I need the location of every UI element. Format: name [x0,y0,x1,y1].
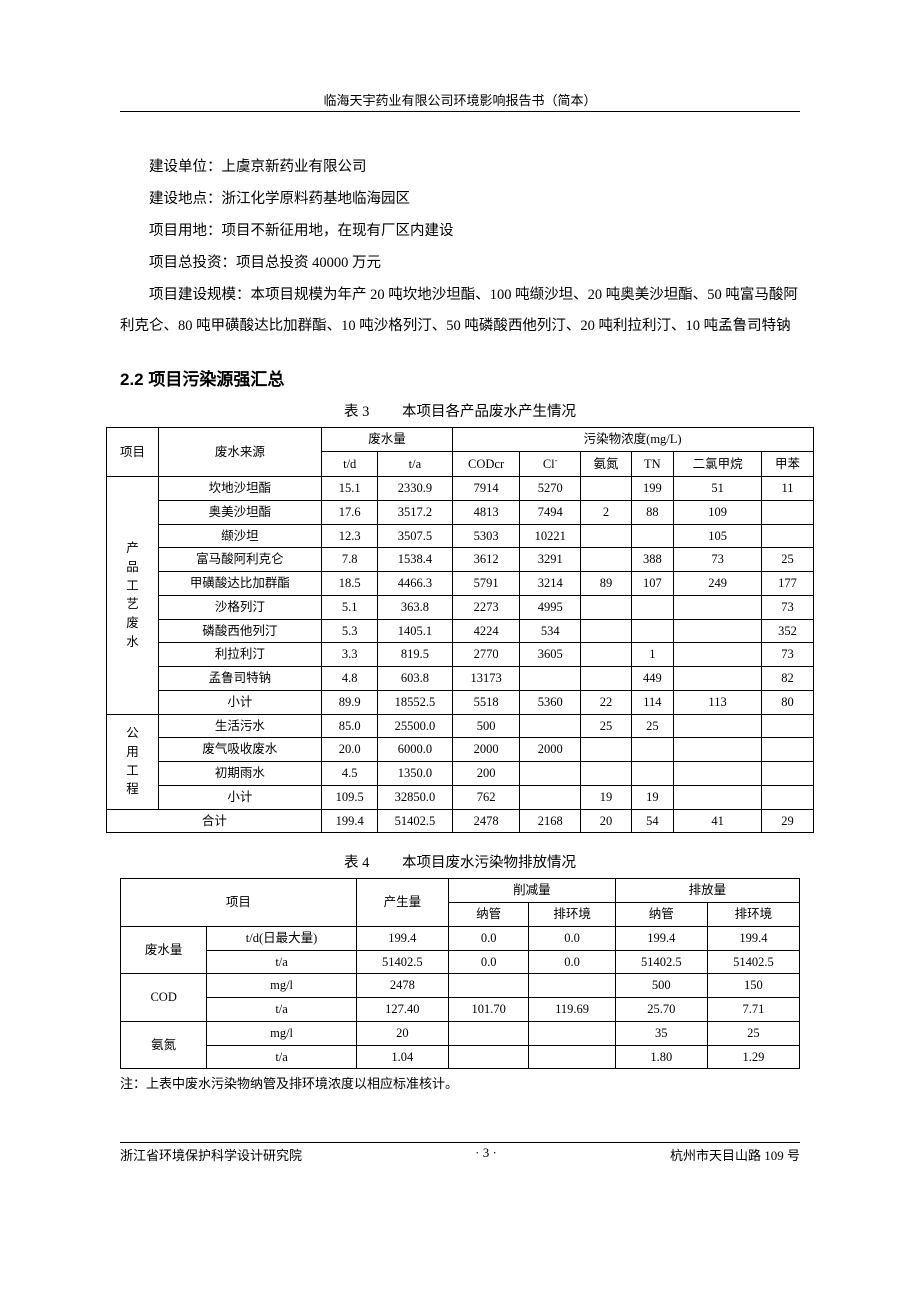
table-row: COD mg/l2478500150 [121,974,800,998]
th-ta: t/a [378,452,453,477]
info-line-4: 项目总投资：项目总投资 40000 万元 [120,248,800,280]
th-produce: 产生量 [356,879,448,927]
row-total: 合计 [107,809,322,833]
footer-left: 浙江省环境保护科学设计研究院 [120,1145,302,1164]
table-row: 合计 199.451402.52478216820544129 [107,809,813,833]
table-row: 氨氮 mg/l203525 [121,1021,800,1045]
table4-number: 表 4 [344,851,369,872]
th-tn: TN [632,452,674,477]
info-line-2: 建设地点：浙江化学原料药基地临海园区 [120,184,800,216]
th-project: 项目 [107,428,158,477]
table-row: 废气吸收废水20.06000.020002000 [107,738,813,762]
table-row: 磷酸西他列汀5.31405.14224534352 [107,619,813,643]
footer-right: 杭州市天目山路 109 号 [670,1145,800,1164]
table-row: 初期雨水4.51350.0200 [107,762,813,786]
group-product: 产品工艺废水 [107,477,158,715]
th-volume: 废水量 [322,428,452,452]
info-line-1: 建设单位：上虞京新药业有限公司 [120,152,800,184]
th-dcm: 二氯甲烷 [673,452,762,477]
footer-page-number: · 3 · [475,1145,497,1164]
table-row: 孟鲁司特钠4.8603.81317344982 [107,667,813,691]
table-row: 沙格列汀5.1363.82273499573 [107,595,813,619]
th-tol: 甲苯 [762,452,813,477]
table-row: t/a1.041.801.29 [121,1045,800,1069]
table3-number: 表 3 [344,400,369,421]
table-row: 产品工艺废水 坎地沙坦酯15.12330.9791452701995111 [107,477,813,501]
table-row: 小计89.918552.5551853602211411380 [107,690,813,714]
table-row: 奥美沙坦酯17.63517.248137494288109 [107,500,813,524]
th-source: 废水来源 [158,428,322,477]
group-volume: 废水量 [121,926,207,974]
table3-title: 本项目各产品废水产生情况 [402,404,576,420]
table4-caption: 表 4 本项目废水污染物排放情况 [120,851,800,872]
group-nh3n: 氨氮 [121,1021,207,1069]
table-row: 缬沙坦12.33507.5530310221105 [107,524,813,548]
group-cod: COD [121,974,207,1022]
table-row: 富马酸阿利克仑7.81538.4361232913887325 [107,548,813,572]
table-row: 甲磺酸达比加群酯18.54466.35791321489107249177 [107,572,813,596]
table3-caption: 表 3 本项目各产品废水产生情况 [120,400,800,421]
table4-title: 本项目废水污染物排放情况 [402,855,576,871]
table-row: t/a127.40101.70119.6925.707.71 [121,998,800,1022]
th-reduce: 削减量 [448,879,615,903]
page-footer: 浙江省环境保护科学设计研究院 · 3 · 杭州市天目山路 109 号 [120,1142,800,1164]
table-row: 小计109.532850.07621919 [107,785,813,809]
table-row: 项目 产生量 削减量 排放量 [121,879,800,903]
group-public: 公用工程 [107,714,158,809]
table-row: t/a51402.50.00.051402.551402.5 [121,950,800,974]
table4-note: 注：上表中废水污染物纳管及排环境浓度以相应标准核计。 [120,1073,800,1092]
info-paragraph: 项目建设规模：本项目规模为年产 20 吨坎地沙坦酯、100 吨缬沙坦、20 吨奥… [120,280,800,344]
th-nh3n: 氨氮 [580,452,631,477]
table3: 项目 废水来源 废水量 污染物浓度(mg/L) t/d t/a CODcr Cl… [106,427,813,833]
th-project: 项目 [121,879,357,927]
table-row: 废水量 t/d(日最大量)199.40.00.0199.4199.4 [121,926,800,950]
th-td: t/d [322,452,378,477]
table4: 项目 产生量 削减量 排放量 纳管排环境 纳管排环境 废水量 t/d(日最大量)… [120,878,800,1069]
page-header: 临海天宇药业有限公司环境影响报告书（简本） [120,90,800,109]
section-heading-2-2: 2.2 项目污染源强汇总 [120,365,800,390]
table-row: 项目 废水来源 废水量 污染物浓度(mg/L) [107,428,813,452]
info-line-3: 项目用地：项目不新征用地，在现有厂区内建设 [120,216,800,248]
table-row: 公用工程 生活污水85.025500.05002525 [107,714,813,738]
th-codcr: CODcr [452,452,520,477]
header-rule [120,111,800,112]
table-row: 利拉利汀3.3819.527703605173 [107,643,813,667]
th-emit: 排放量 [615,879,799,903]
th-conc: 污染物浓度(mg/L) [452,428,813,452]
th-cl: Cl- [520,452,580,477]
